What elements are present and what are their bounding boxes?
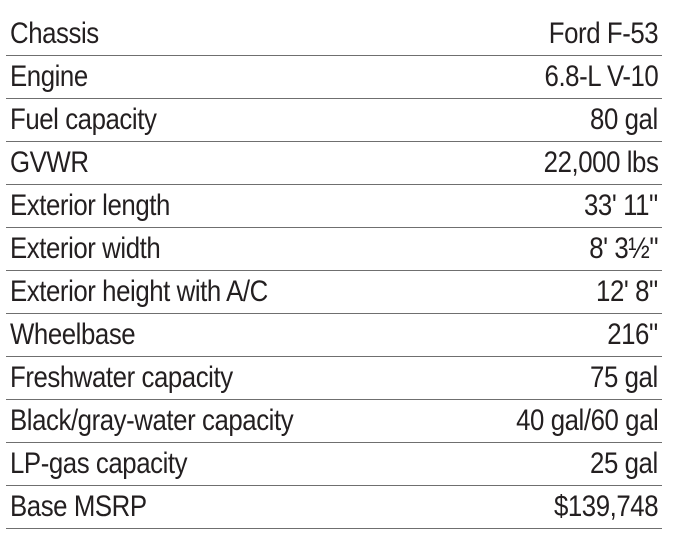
- spec-row-engine: Engine 6.8-L V-10: [6, 55, 662, 98]
- spec-label: Exterior width: [10, 231, 161, 265]
- spec-value: 33' 11": [584, 188, 658, 222]
- spec-label: Freshwater capacity: [10, 360, 233, 394]
- spec-label: Fuel capacity: [10, 102, 157, 136]
- spec-value: 12' 8": [596, 274, 658, 308]
- spec-label: Black/gray-water capacity: [10, 403, 294, 437]
- spec-row-exterior-height: Exterior height with A/C 12' 8": [6, 270, 662, 313]
- spec-label: Engine: [10, 59, 88, 93]
- spec-label: Exterior height with A/C: [10, 274, 268, 308]
- spec-value: 80 gal: [590, 102, 658, 136]
- spec-label: Chassis: [10, 17, 99, 51]
- spec-row-exterior-width: Exterior width 8' 3½": [6, 227, 662, 270]
- spec-value: 75 gal: [590, 360, 658, 394]
- spec-label: Base MSRP: [10, 489, 147, 523]
- spec-value: $139,748: [553, 489, 659, 523]
- spec-row-base-msrp: Base MSRP $139,748: [6, 485, 662, 528]
- spec-row-lp-gas-capacity: LP-gas capacity 25 gal: [6, 442, 662, 485]
- spec-value: 25 gal: [590, 446, 658, 480]
- spec-value: 8' 3½": [589, 231, 658, 265]
- spec-table: Chassis Ford F-53 Engine 6.8-L V-10 Fuel…: [6, 14, 662, 529]
- spec-value: 40 gal/60 gal: [515, 403, 659, 437]
- spec-value: Ford F-53: [548, 17, 659, 51]
- spec-label: Wheelbase: [10, 317, 136, 351]
- spec-value: 6.8-L V-10: [544, 59, 658, 93]
- spec-label: Exterior length: [10, 188, 170, 222]
- spec-value: 22,000 lbs: [543, 145, 658, 179]
- spec-row-gvwr: GVWR 22,000 lbs: [6, 141, 662, 184]
- spec-row-fuel-capacity: Fuel capacity 80 gal: [6, 98, 662, 141]
- spec-row-wheelbase: Wheelbase 216": [6, 313, 662, 356]
- spec-row-freshwater-capacity: Freshwater capacity 75 gal: [6, 356, 662, 399]
- spec-row-chassis: Chassis Ford F-53: [6, 14, 662, 55]
- spec-row-black-gray-water-capacity: Black/gray-water capacity 40 gal/60 gal: [6, 399, 662, 442]
- spec-value: 216": [607, 317, 659, 351]
- spec-row-exterior-length: Exterior length 33' 11": [6, 184, 662, 227]
- spec-label: LP-gas capacity: [10, 446, 188, 480]
- spec-label: GVWR: [10, 145, 89, 179]
